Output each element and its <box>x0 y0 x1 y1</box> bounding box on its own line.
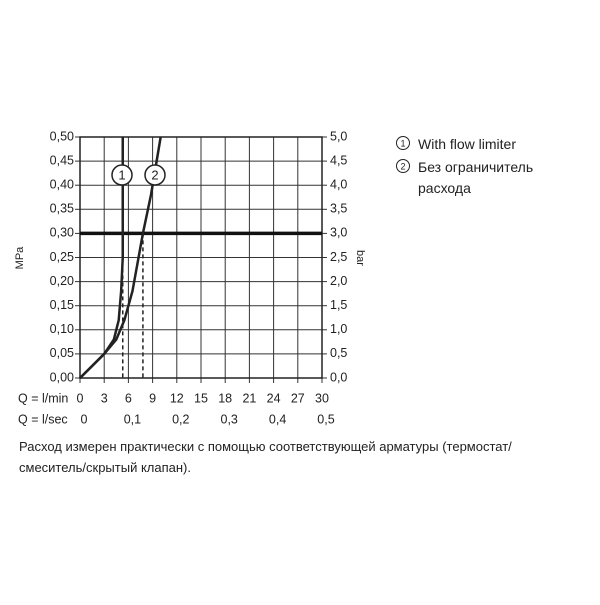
y2-tick-label: 2,5 <box>330 250 347 264</box>
y2-tick-label: 5,0 <box>330 129 347 143</box>
y-tick-label: 0,25 <box>50 250 74 264</box>
x-tick-label: 9 <box>149 391 156 405</box>
y2-tick-label: 0,5 <box>330 346 347 360</box>
x2-tick-label: 0,3 <box>221 412 238 426</box>
y2-tick-label: 3,5 <box>330 202 347 216</box>
y-tick-label: 0,00 <box>50 370 74 384</box>
curve-label: 2 <box>151 167 158 182</box>
x-tick-label: 18 <box>218 391 232 405</box>
y-tick-label: 0,30 <box>50 226 74 240</box>
footnote: смеситель/скрытый клапан). <box>19 460 191 475</box>
legend-label: Без ограничитель расхода <box>418 159 534 196</box>
x2-tick-label: 0,5 <box>317 412 334 426</box>
x-tick-label: 0 <box>77 391 84 405</box>
y2-axis-label: bar <box>354 250 366 266</box>
plot-frame <box>79 136 323 379</box>
y2-tick-label: 4,5 <box>330 153 347 167</box>
y-tick-label: 0,45 <box>50 153 74 167</box>
y2-tick-label: 1,5 <box>330 298 347 312</box>
x2-tick-label: 0,4 <box>269 412 286 426</box>
legend-number: 1 <box>400 138 405 148</box>
curve-label-circle <box>144 164 166 186</box>
y2-tick-label: 3,0 <box>330 226 347 240</box>
y2-tick-label: 4,0 <box>330 177 347 191</box>
x-tick-label: 27 <box>291 391 305 405</box>
x2-tick-label: 0 <box>81 412 88 426</box>
x-tick-label: 21 <box>242 391 256 405</box>
x-tick-label: 12 <box>170 391 184 405</box>
y-axis-label: MPa <box>14 246 26 270</box>
y-tick-label: 0,35 <box>50 202 74 216</box>
x-tick-label: 6 <box>125 391 132 405</box>
series-line <box>79 136 162 379</box>
y-tick-label: 0,20 <box>50 274 74 288</box>
footnote: Расход измерен практически с помощью соо… <box>19 439 512 454</box>
curve-label: 1 <box>118 167 125 182</box>
y-tick-label: 0,15 <box>50 298 74 312</box>
x-tick-label: 3 <box>101 391 108 405</box>
x-tick-label: 15 <box>194 391 208 405</box>
y-tick-label: 0,10 <box>50 322 74 336</box>
y-tick-label: 0,50 <box>50 129 74 143</box>
legend-label: With flow limiter <box>418 136 517 152</box>
x2-tick-label: 0,1 <box>124 412 141 426</box>
x-tick-label: 30 <box>315 391 329 405</box>
legend-circle <box>396 159 410 173</box>
legend-number: 2 <box>400 161 405 171</box>
legend-circle <box>396 136 410 150</box>
y2-tick-label: 2,0 <box>330 274 347 288</box>
x-tick-label: 24 <box>267 391 281 405</box>
y2-tick-label: 0,0 <box>330 370 347 384</box>
y-tick-label: 0,05 <box>50 346 74 360</box>
y2-tick-label: 1,0 <box>330 322 347 336</box>
y-tick-label: 0,40 <box>50 177 74 191</box>
x2-tick-label: 0,2 <box>172 412 189 426</box>
x-axis-label: Q = l/min <box>18 391 68 405</box>
curve-label-circle <box>111 164 133 186</box>
x2-axis-label: Q = l/sec <box>18 412 68 426</box>
